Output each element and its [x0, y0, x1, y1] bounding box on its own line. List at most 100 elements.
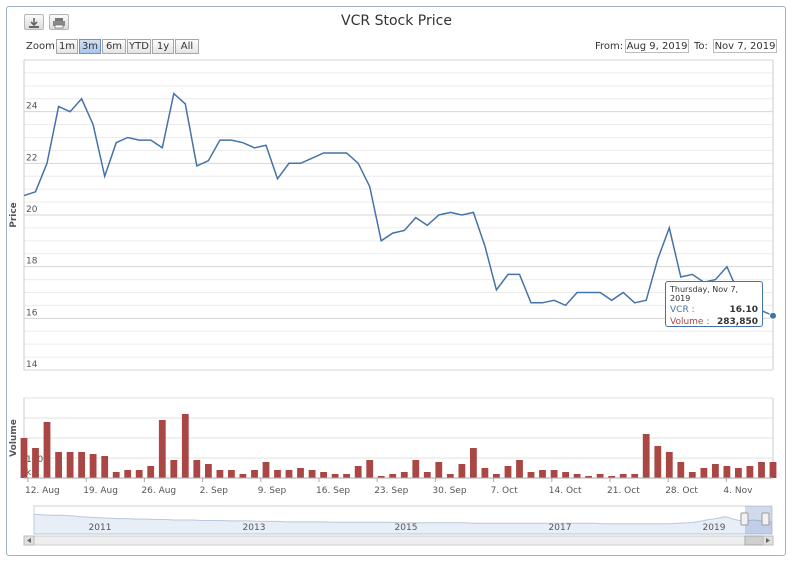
x-tick-label: 14. Oct	[549, 486, 582, 496]
scroll-left-arrow-icon	[27, 538, 31, 543]
volume-bar	[585, 476, 592, 478]
chart-title: VCR Stock Price	[341, 13, 452, 29]
volume-bar	[377, 476, 385, 478]
volume-bar	[423, 472, 431, 478]
volume-bar	[758, 462, 765, 478]
volume-bar	[631, 474, 639, 478]
volume-bar	[101, 456, 109, 478]
navigator-year-label: 2011	[89, 523, 112, 533]
zoom-all-button[interactable]: All	[175, 39, 199, 54]
volume-bar	[147, 466, 155, 478]
volume-bar	[78, 452, 85, 478]
volume-bar	[262, 462, 270, 478]
tooltip-price-value: 16.10	[729, 305, 758, 315]
tooltip-price-label: VCR :	[670, 305, 695, 315]
volume-bar	[158, 420, 166, 478]
tooltip-price-row: VCR : 16.10	[670, 305, 758, 315]
scrollbar-track[interactable]	[23, 535, 774, 546]
volume-bar	[331, 474, 339, 478]
zoom-label: Zoom	[26, 41, 55, 52]
price-tick-label: 22	[26, 153, 37, 163]
volume-axis-label: Volume	[9, 419, 19, 457]
x-tick-label: 16. Sep	[316, 486, 350, 496]
x-tick-label: 7. Oct	[491, 486, 518, 496]
volume-bar	[124, 470, 132, 478]
volume-bar	[400, 472, 408, 478]
volume-bar	[343, 474, 350, 478]
download-button[interactable]	[24, 14, 44, 30]
price-tick-label: 14	[26, 360, 38, 370]
volume-bar	[504, 466, 512, 478]
volume-bar	[274, 470, 281, 478]
navigator-year-label: 2013	[243, 523, 266, 533]
price-axis-label: Price	[9, 202, 19, 228]
volume-bar	[573, 474, 581, 478]
zoom-ytd-button[interactable]: YTD	[127, 39, 151, 54]
volume-bar	[608, 476, 616, 478]
price-tick-label: 18	[26, 257, 38, 267]
volume-bar	[642, 434, 650, 478]
tooltip-volume-row: Volume : 283,850	[670, 317, 758, 327]
volume-bar	[320, 472, 327, 478]
volume-bar	[216, 470, 224, 478]
scroll-right-arrow-icon	[766, 538, 770, 543]
volume-bar	[181, 414, 189, 478]
volume-bar	[458, 464, 466, 478]
zoom-3m-button[interactable]: 3m	[79, 39, 101, 54]
volume-bar	[228, 470, 235, 478]
scrollbar-thumb[interactable]	[744, 535, 764, 546]
navigator-series	[33, 513, 773, 535]
x-tick-label: 12. Aug	[25, 486, 60, 496]
download-icon	[29, 18, 39, 28]
navigator-year-label: 2015	[395, 523, 418, 533]
price-last-point[interactable]	[769, 311, 777, 320]
from-date-input[interactable]: Aug 9, 2019	[625, 39, 689, 53]
volume-bar	[239, 474, 247, 478]
volume-bar	[297, 468, 304, 478]
volume-bar	[723, 466, 731, 478]
navigator-handle-left[interactable]	[740, 512, 749, 526]
zoom-1m-button[interactable]: 1m	[56, 39, 78, 54]
to-label: To:	[694, 41, 708, 52]
volume-bar	[493, 474, 500, 478]
volume-bar	[735, 468, 742, 478]
volume-bar	[619, 474, 627, 478]
zoom-6m-button[interactable]: 6m	[102, 39, 126, 54]
from-label: From:	[595, 41, 624, 52]
navigator-year-label: 2017	[549, 523, 572, 533]
zoom-1y-button[interactable]: 1y	[152, 39, 174, 54]
volume-bar	[308, 470, 316, 478]
volume-bar	[677, 462, 685, 478]
navigator-handle-right[interactable]	[761, 512, 770, 526]
x-tick-label: 2. Sep	[200, 486, 229, 496]
volume-bar	[596, 474, 604, 478]
volume-bar	[700, 468, 708, 478]
x-tick-label: 30. Sep	[432, 486, 466, 496]
volume-bar	[66, 452, 74, 478]
volume-bar	[251, 470, 258, 478]
volume-bar	[43, 422, 51, 478]
volume-bar	[285, 470, 293, 478]
volume-bar	[481, 468, 489, 478]
volume-bar	[193, 460, 201, 478]
print-button[interactable]	[49, 14, 69, 30]
price-tick-label: 20	[26, 205, 38, 215]
print-icon	[53, 18, 65, 29]
x-tick-label: 9. Sep	[258, 486, 287, 496]
navigator-year-label: 2019	[703, 523, 726, 533]
price-line	[23, 92, 774, 317]
volume-bar	[20, 438, 28, 478]
price-tick-label: 16	[26, 308, 38, 318]
volume-bar	[366, 460, 374, 478]
volume-bar	[665, 452, 673, 478]
volume-bar	[412, 460, 420, 478]
volume-bar	[55, 452, 62, 478]
volume-bar	[688, 472, 696, 478]
volume-bar	[389, 474, 397, 478]
volume-bar	[354, 466, 362, 478]
price-tick-label: 24	[26, 102, 38, 112]
tooltip: Thursday, Nov 7, 2019 VCR : 16.10 Volume…	[665, 281, 763, 327]
volume-bar	[769, 462, 777, 478]
to-date-input[interactable]: Nov 7, 2019	[713, 39, 777, 53]
